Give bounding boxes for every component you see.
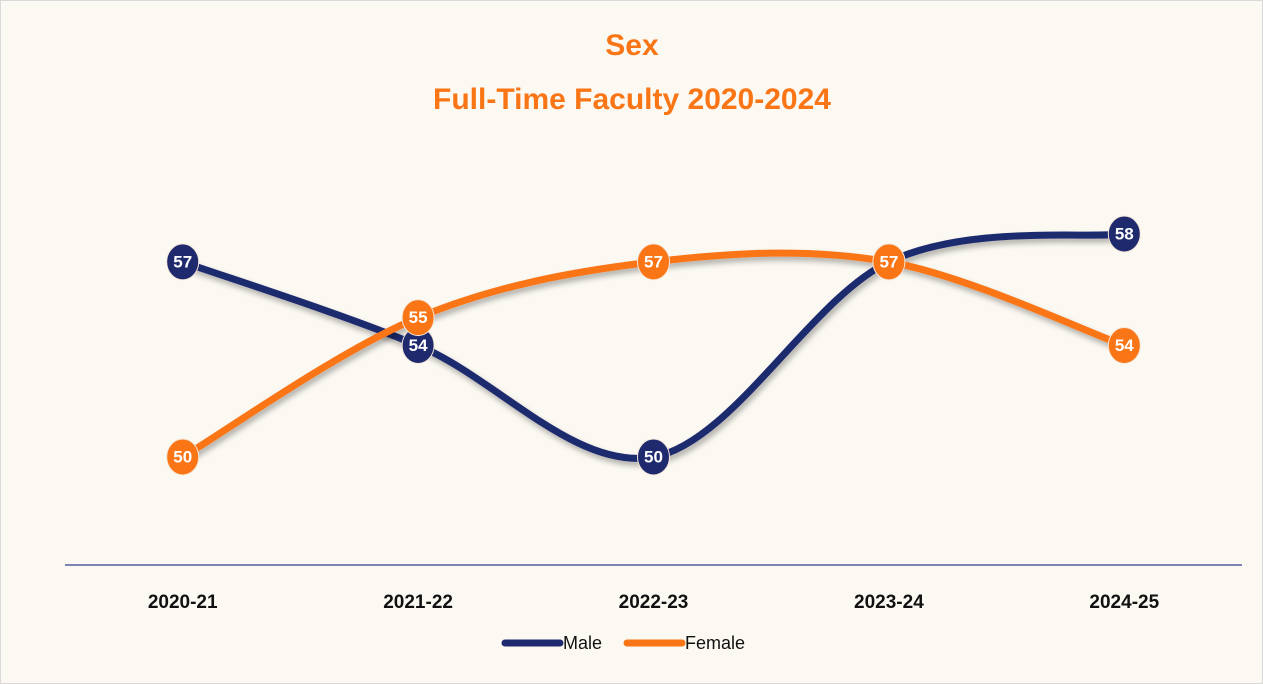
chart-title: Sex <box>605 29 659 62</box>
data-label: 57 <box>879 252 898 271</box>
data-point <box>872 243 906 281</box>
data-point <box>637 438 670 476</box>
chart-subtitle: Full-Time Faculty 2020-2024 <box>433 83 831 116</box>
data-point <box>637 243 670 281</box>
legend-label: Male <box>563 633 602 653</box>
data-point <box>401 299 435 337</box>
data-point <box>1107 327 1141 364</box>
data-label: 55 <box>409 308 428 327</box>
data-label: 57 <box>644 252 663 271</box>
legend-label: Female <box>685 633 745 653</box>
x-tick-label: 2020-21 <box>148 592 218 613</box>
data-label: 58 <box>1115 224 1134 243</box>
x-tick-label: 2024-25 <box>1089 592 1159 613</box>
x-tick-label: 2021-22 <box>383 592 453 613</box>
data-point <box>1107 215 1141 253</box>
data-label: 54 <box>409 336 428 355</box>
x-tick-label: 2022-23 <box>619 592 689 613</box>
data-point <box>166 243 200 281</box>
data-label: 50 <box>644 447 663 466</box>
data-label: 50 <box>173 447 192 466</box>
data-point <box>166 438 200 476</box>
data-label: 57 <box>173 252 192 271</box>
data-label: 54 <box>1115 336 1134 355</box>
x-tick-label: 2023-24 <box>854 592 924 613</box>
